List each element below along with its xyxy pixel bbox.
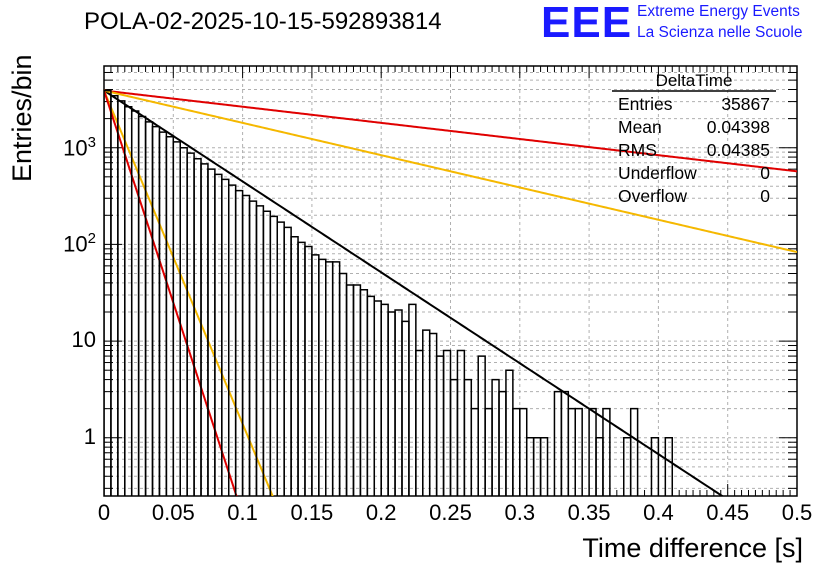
histogram-bin [553,390,563,496]
logo-subtitle-1: Extreme Energy Events [637,3,800,20]
x-tick-label: 0.1 [227,500,258,525]
histogram-bin [158,131,168,496]
histogram-bin [602,407,611,496]
stats-value: 35867 [721,94,770,114]
histogram-bin [629,407,639,496]
histogram-bin [394,309,403,496]
histogram-bin [387,311,396,496]
histogram-bin [331,261,341,496]
histogram-bin [325,261,334,496]
histogram-bin [505,369,514,496]
histogram-bin [650,437,660,496]
x-tick-label: 0.25 [429,500,472,525]
curve-fit [104,89,725,496]
x-tick-label: 0 [97,500,111,525]
y-axis-label: Entries/bin [7,54,37,182]
histogram-bin [117,100,126,496]
stats-value: 0.04398 [706,117,770,137]
y-tick-label: 10 [71,327,96,353]
histogram-bin [304,245,313,496]
histogram-bin [345,284,355,496]
histogram-bin [560,390,570,496]
histogram-bin [186,152,195,496]
stats-label: Underflow [618,163,697,183]
histogram-bin [352,284,362,496]
histogram-bin [297,241,306,496]
y-tick-label: 1 [83,423,96,449]
stats-value: 0.04385 [706,140,770,160]
histogram-bin [221,178,230,496]
histogram-bin [428,332,438,496]
histogram-bin [456,349,466,496]
x-tick-label: 0.4 [643,500,674,525]
histogram-bin [144,121,154,496]
histogram-bin [290,235,299,496]
histogram-bin [664,437,674,496]
stats-label: Entries [618,94,673,114]
histogram-bin [110,94,119,496]
curve-fast-2 [104,90,238,496]
histogram-bin [276,221,285,496]
logo-subtitle-2: La Scienza nelle Scuole [637,24,803,41]
histogram-bin [104,89,112,496]
histogram-bin [311,254,320,496]
histogram-bin [539,437,549,496]
histogram-bin [422,329,431,496]
histogram-bin [415,349,424,496]
x-tick-label: 0.05 [151,500,195,525]
histogram-bin [435,355,445,496]
histogram-bin [248,200,258,496]
histogram-bin [179,146,188,496]
histogram-bin [359,288,369,496]
curve-upper-slow-2 [104,89,797,254]
curve-upper-slow [104,89,797,173]
x-tick-label: 0.45 [706,500,750,525]
histogram-bin [498,390,507,496]
stats-label: RMS [618,140,657,160]
histogram-bin [234,189,244,496]
histogram-bin [283,226,292,496]
x-tick-label: 0.2 [365,500,397,525]
histogram-bin [227,184,237,496]
x-axis-label: Time difference [s] [582,533,803,563]
histogram-bin [366,295,376,496]
stats-value: 0 [760,163,770,183]
y-tick-label: 102 [63,230,96,257]
x-tick-label: 0.35 [567,500,611,525]
histogram-bin [442,349,452,496]
x-tick-label: 0.5 [781,500,813,525]
eee-logo: EEE [541,0,633,47]
x-tick-label: 0.3 [504,500,536,525]
histogram-bin [151,125,161,496]
histogram-bin [338,272,348,496]
histogram-bin [574,407,583,496]
x-tick-label: 0.15 [290,500,334,525]
y-tick-label: 103 [63,133,96,161]
stats-value: 0 [760,186,770,206]
histogram-bin [477,355,486,496]
stats-title: DeltaTime [655,71,733,90]
stats-label: Mean [618,117,662,137]
chart-title: POLA-02-2025-10-15-592893814 [84,8,442,35]
histogram-bin [193,157,202,496]
histogram-bin [137,115,147,496]
stats-label: Overflow [618,186,688,206]
